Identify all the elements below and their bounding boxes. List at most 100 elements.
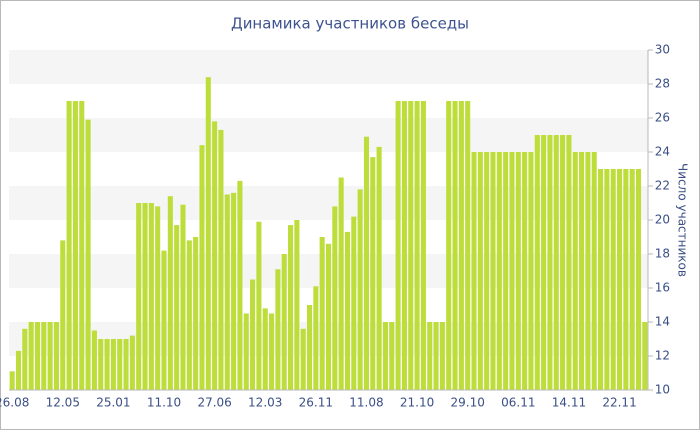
y-tick-label: 22 <box>655 179 670 193</box>
bar <box>281 254 287 390</box>
bar <box>332 206 338 390</box>
bar <box>155 206 161 390</box>
bar <box>79 101 85 390</box>
y-tick-label: 12 <box>655 349 670 363</box>
bar <box>376 146 382 390</box>
bar <box>218 129 224 390</box>
bar <box>623 169 629 390</box>
bar <box>433 322 439 390</box>
x-tick-label: 12.05 <box>46 396 80 410</box>
bar <box>591 152 597 390</box>
x-tick-label: 22.11 <box>602 396 636 410</box>
bar <box>231 192 237 390</box>
bar <box>585 152 591 390</box>
bar <box>420 101 426 390</box>
bar <box>642 322 648 390</box>
x-tick-label: 29.10 <box>451 396 485 410</box>
bar <box>186 240 192 390</box>
x-tick-label: 27.06 <box>197 396 231 410</box>
bar <box>9 371 15 390</box>
y-tick-label: 20 <box>655 213 670 227</box>
bar <box>117 339 123 390</box>
x-tick-label: 21.10 <box>400 396 434 410</box>
bar <box>22 328 28 390</box>
bar <box>262 308 268 390</box>
bar <box>484 152 490 390</box>
y-tick-label: 16 <box>655 281 670 295</box>
y-tick-label: 24 <box>655 145 670 159</box>
bar <box>395 101 401 390</box>
bar <box>161 250 167 390</box>
y-tick-label: 26 <box>655 111 670 125</box>
y-tick-label: 10 <box>655 383 670 397</box>
bar <box>566 135 572 390</box>
bar <box>541 135 547 390</box>
bar <box>458 101 464 390</box>
x-tick-label: 11.08 <box>349 396 383 410</box>
grid-band <box>9 50 648 84</box>
bar <box>389 322 395 390</box>
bar <box>496 152 502 390</box>
bar <box>547 135 553 390</box>
bar <box>515 152 521 390</box>
bar <box>414 101 420 390</box>
bar <box>509 152 515 390</box>
bar <box>129 335 135 390</box>
bar <box>338 177 344 390</box>
bar <box>598 169 604 390</box>
bar <box>616 169 623 390</box>
bar <box>579 152 585 390</box>
bar <box>256 221 262 390</box>
y-tick-label: 30 <box>655 43 670 57</box>
bar <box>351 216 357 390</box>
bar <box>243 313 249 390</box>
x-tick-label: 11.10 <box>147 396 181 410</box>
bar <box>306 305 313 390</box>
bar <box>294 220 300 390</box>
bar <box>408 101 414 390</box>
bar <box>522 152 528 390</box>
bar <box>363 136 369 390</box>
bar <box>142 203 148 390</box>
bar <box>465 101 471 390</box>
bar <box>635 169 642 390</box>
bar <box>193 237 199 390</box>
bar <box>401 101 407 390</box>
bar <box>237 180 243 390</box>
bar <box>41 322 47 390</box>
bar <box>357 189 363 390</box>
bar <box>275 269 281 390</box>
bar <box>180 204 186 390</box>
bar <box>629 169 635 390</box>
bar <box>199 145 205 390</box>
bar <box>313 286 319 390</box>
bar <box>452 101 458 390</box>
bar <box>446 101 452 390</box>
y-tick-label: 18 <box>655 247 670 261</box>
bar <box>98 339 104 390</box>
bar <box>148 203 154 390</box>
bar <box>427 322 433 390</box>
bar <box>28 322 34 390</box>
bar <box>85 119 91 390</box>
bar <box>610 169 616 390</box>
x-tick-label: 26.11 <box>299 396 333 410</box>
y-tick-label: 28 <box>655 77 670 91</box>
bar <box>60 240 66 390</box>
y-tick-label: 14 <box>655 315 670 329</box>
bar <box>528 152 534 390</box>
bar <box>104 339 110 390</box>
bar <box>136 203 142 390</box>
y-axis-label: Число участников <box>676 163 690 277</box>
bar <box>553 135 559 390</box>
chart-title: Динамика участников беседы <box>231 15 469 33</box>
x-tick-label: 06.11 <box>501 396 535 410</box>
bar <box>572 152 578 390</box>
bar <box>174 225 180 390</box>
x-tick-label: 14.11 <box>552 396 586 410</box>
bar <box>15 350 22 390</box>
bar <box>47 322 53 390</box>
bar <box>477 152 483 390</box>
bar <box>123 339 129 390</box>
bar <box>325 243 332 390</box>
